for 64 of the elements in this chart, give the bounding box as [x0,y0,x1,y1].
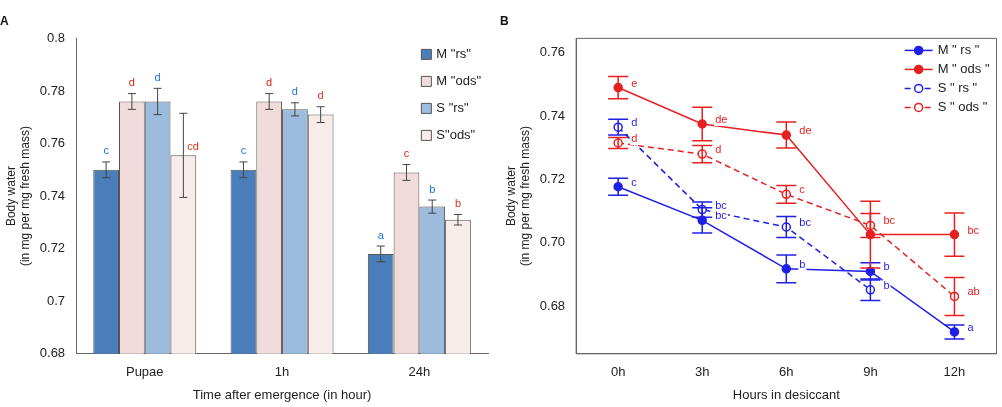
data-label: ab [967,285,980,298]
x-tick-label: 9h [863,364,878,380]
data-label: d [154,70,161,83]
data-label: bc [799,216,812,229]
data-label: d [128,76,135,89]
x-axis-title: Time after emergence (in hour) [192,386,372,402]
data-label: d [266,76,273,89]
x-tick-label: 24h [408,364,431,380]
x-tick-label: 6h [779,364,794,380]
data-label: bc [715,209,728,222]
legend-label: M "ods" [436,72,482,88]
data-label: d [317,89,324,102]
data-label: b [799,257,806,270]
y-axis-title: Body water (in mg per mg fresh mass) [3,126,32,267]
legend-label: S"ods" [436,126,476,142]
chart-title: A [0,13,9,28]
y-tick-label: 0.76 [539,44,566,60]
data-label: c [240,144,247,157]
data-label: de [799,124,812,137]
data-label: e [631,76,638,89]
data-label: bc [883,214,896,227]
y-tick-label: 0.68 [39,345,66,361]
y-tick-label: 0.76 [39,135,66,151]
data-label: b [883,260,890,273]
data-label: d [291,85,298,98]
y-tick-label: 0.78 [39,82,66,98]
x-tick-label: 0h [610,364,626,380]
y-tick-label: 0.72 [39,240,66,256]
data-label: bc [967,223,980,236]
y-tick-label: 0.8 [47,29,66,45]
legend-label: S "rs" [436,99,470,115]
data-label: c [799,183,806,196]
data-label: c [403,147,410,160]
data-label: b [454,197,462,210]
y-axis-title: Body water (in mg per mg fresh mass) [503,126,532,267]
y-tick-label: 0.74 [539,107,566,123]
legend-label: M " rs " [937,41,980,57]
legend-label: S " rs " [937,79,978,95]
data-label: d [631,132,638,145]
data-label: de [715,113,728,126]
y-tick-label: 0.68 [539,297,566,313]
legend-label: M " ods " [937,60,990,76]
data-label: a [967,320,975,333]
x-tick-label: 12h [943,364,966,380]
legend-label: S " ods " [937,98,988,114]
data-label: b [883,278,890,291]
data-label: bc [715,198,728,211]
y-tick-label: 0.72 [539,171,566,187]
data-label: d [715,143,722,156]
data-label: cd [187,139,199,152]
data-label: a [377,228,385,241]
data-label: b [429,182,436,195]
data-label: c [103,144,110,157]
x-tick-label: 3h [694,364,710,380]
x-tick-label: Pupae [125,364,164,380]
legend-label: M "rs" [436,45,472,61]
x-axis-title: Hours in desiccant [732,386,841,402]
data-label: c [631,175,638,188]
data-label: d [631,116,638,129]
y-tick-label: 0.7 [47,292,66,308]
x-tick-label: 1h [274,364,290,380]
chart-title: B [500,13,509,28]
y-tick-label: 0.74 [39,187,66,203]
y-tick-label: 0.70 [539,234,566,250]
